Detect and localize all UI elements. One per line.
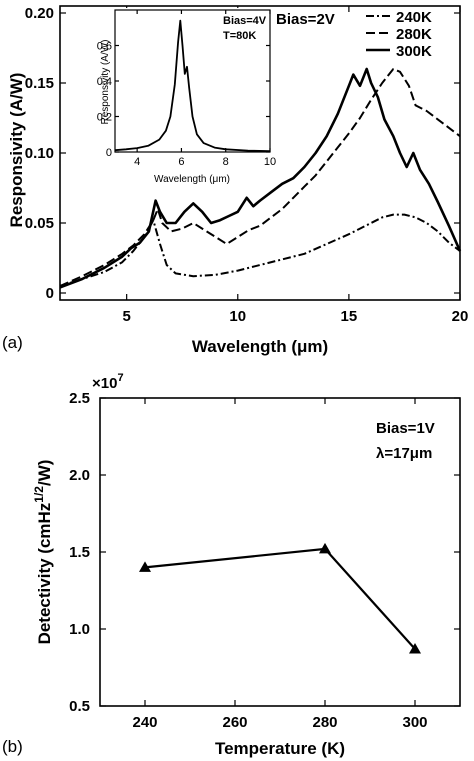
panel-b-y-tick-label: 1.0 xyxy=(69,621,90,638)
series-line-280K xyxy=(59,68,461,287)
panel-a-x-tick-label: 15 xyxy=(341,308,358,325)
inset-x-tick-label: 8 xyxy=(223,156,229,168)
panel-b-bias-annotation: Bias=1V xyxy=(376,420,435,437)
inset-annotation-bias: Bias=4V xyxy=(223,15,267,27)
panel-b-scale-factor: ×107 xyxy=(92,372,124,392)
panel-b-y-tick-label: 1.5 xyxy=(69,544,90,561)
inset-x-tick-label: 6 xyxy=(178,156,184,168)
series-line-240K xyxy=(59,213,461,287)
inset-y-tick-label: 0.4 xyxy=(97,76,112,88)
legend-label-300K: 300K xyxy=(396,43,432,60)
inset-annotation-temperature: T=80K xyxy=(223,30,256,42)
panel-a-y-tick-label: 0 xyxy=(46,285,54,302)
inset-x-tick-label: 4 xyxy=(134,156,140,168)
panel-a-series xyxy=(59,67,462,289)
panel-b-y-axis-label: Detectivity (cmHz1/2/W) xyxy=(32,460,54,645)
panel-a-x-axis-label: Wavelength (μm) xyxy=(192,337,328,356)
inset-x-ticks: 4 6 8 10 xyxy=(134,10,276,168)
panel-b-x-ticks: 240 260 280 300 xyxy=(132,398,428,731)
panel-a-y-tick-label: 0.15 xyxy=(25,75,54,92)
inset-x-tick-label: 10 xyxy=(264,156,276,168)
panel-a-y-ticks: 00.050.100.150.20 xyxy=(25,5,460,302)
panel-b-wavelength-annotation: λ=17μm xyxy=(376,445,432,462)
inset-y-tick-label: 0 xyxy=(106,147,112,159)
detectivity-marker xyxy=(319,542,331,554)
panel-b-y-tick-label: 2.5 xyxy=(69,390,90,407)
panel-a-x-tick-label: 10 xyxy=(229,308,246,325)
inset-series-line xyxy=(114,19,271,152)
panel-b-series xyxy=(139,542,421,654)
detectivity-marker xyxy=(409,643,421,654)
series-line-300K xyxy=(59,67,462,289)
panel-a-x-tick-label: 5 xyxy=(122,308,130,325)
panel-a-y-tick-label: 0.05 xyxy=(25,215,54,232)
inset-y-tick-label: 0.6 xyxy=(97,41,112,53)
panel-a-x-ticks: 5 10 15 20 xyxy=(122,6,468,325)
inset-chart: 0 0.2 0.4 0.6 4 6 8 10 Wavelength (μm) Respons… xyxy=(95,8,276,185)
panel-b-y-tick-label: 0.5 xyxy=(69,698,90,715)
panel-b: 0.5 1.0 1.5 2.0 2.5 240 260 280 300 ×107 Temper… xyxy=(2,372,461,758)
panel-b-x-tick-label: 260 xyxy=(222,714,247,731)
panel-b-x-axis-label: Temperature (K) xyxy=(215,739,345,758)
legend-label-280K: 280K xyxy=(396,26,432,43)
panel-b-x-tick-label: 240 xyxy=(132,714,157,731)
panel-a-bias-annotation: Bias=2V xyxy=(276,11,335,28)
panel-a-label: (a) xyxy=(2,333,23,352)
panel-a-y-tick-label: 0.10 xyxy=(25,145,54,162)
inset-x-axis-label: Wavelength (μm) xyxy=(154,174,230,185)
inset-y-tick-label: 0.2 xyxy=(97,112,112,124)
panel-b-y-ticks: 0.5 1.0 1.5 2.0 2.5 xyxy=(69,390,460,715)
panel-b-label: (b) xyxy=(2,737,23,756)
panel-a-y-tick-label: 0.20 xyxy=(25,5,54,22)
inset-background xyxy=(95,8,273,172)
detectivity-marker xyxy=(139,561,151,572)
inset-series xyxy=(114,19,271,152)
legend-label-240K: 240K xyxy=(396,9,432,26)
panel-a: 00.050.100.150.20 5 10 15 20 Wavelength (μm… xyxy=(2,5,468,356)
inset-y-axis-label: Responsivity (A/W) xyxy=(100,39,111,124)
panel-a-y-axis-label: Responsivity (A/W) xyxy=(7,73,26,228)
panel-b-x-tick-label: 280 xyxy=(312,714,337,731)
inset-y-ticks: 0 0.2 0.4 0.6 xyxy=(97,41,270,159)
panel-b-y-tick-label: 2.0 xyxy=(69,467,90,484)
panel-b-x-tick-label: 300 xyxy=(402,714,427,731)
panel-a-x-tick-label: 20 xyxy=(452,308,469,325)
detectivity-line xyxy=(144,547,416,650)
